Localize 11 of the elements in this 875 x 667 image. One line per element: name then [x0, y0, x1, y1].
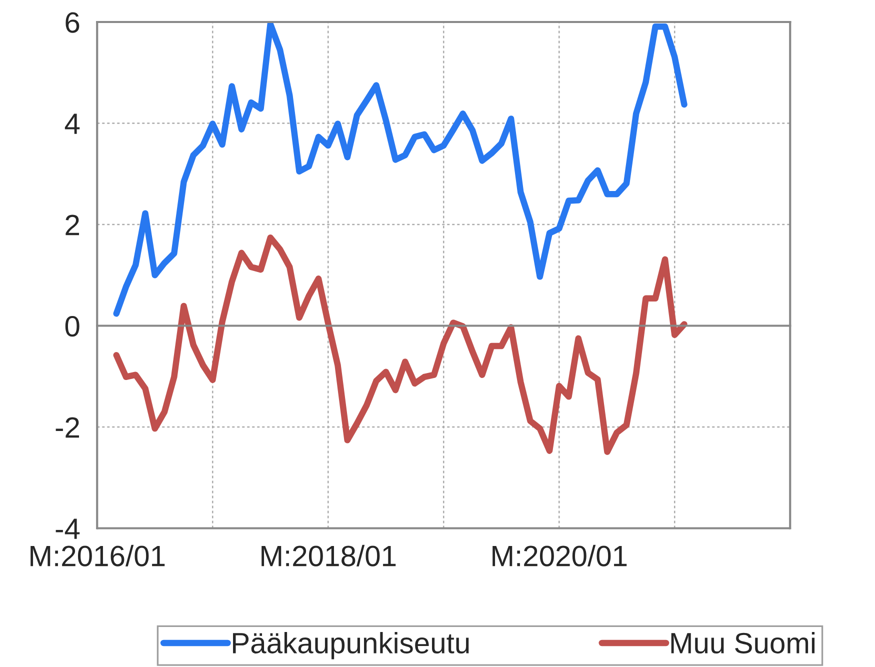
- x-tick-label: M:2018/01: [262, 544, 396, 566]
- y-tick-label: 2: [66, 214, 79, 236]
- y-tick-label: -4: [56, 518, 80, 539]
- legend-label: Pääkaupunkiseutu: [233, 632, 469, 660]
- legend-label: Muu Suomi: [671, 632, 814, 654]
- y-tick-label: 6: [66, 12, 80, 33]
- y-tick-label: -2: [56, 417, 79, 438]
- x-tick-label: M:2020/01: [492, 544, 627, 566]
- y-tick-label: 4: [64, 114, 80, 134]
- x-tick-label: M:2016/01: [30, 544, 165, 566]
- y-tick-label: 0: [65, 316, 80, 337]
